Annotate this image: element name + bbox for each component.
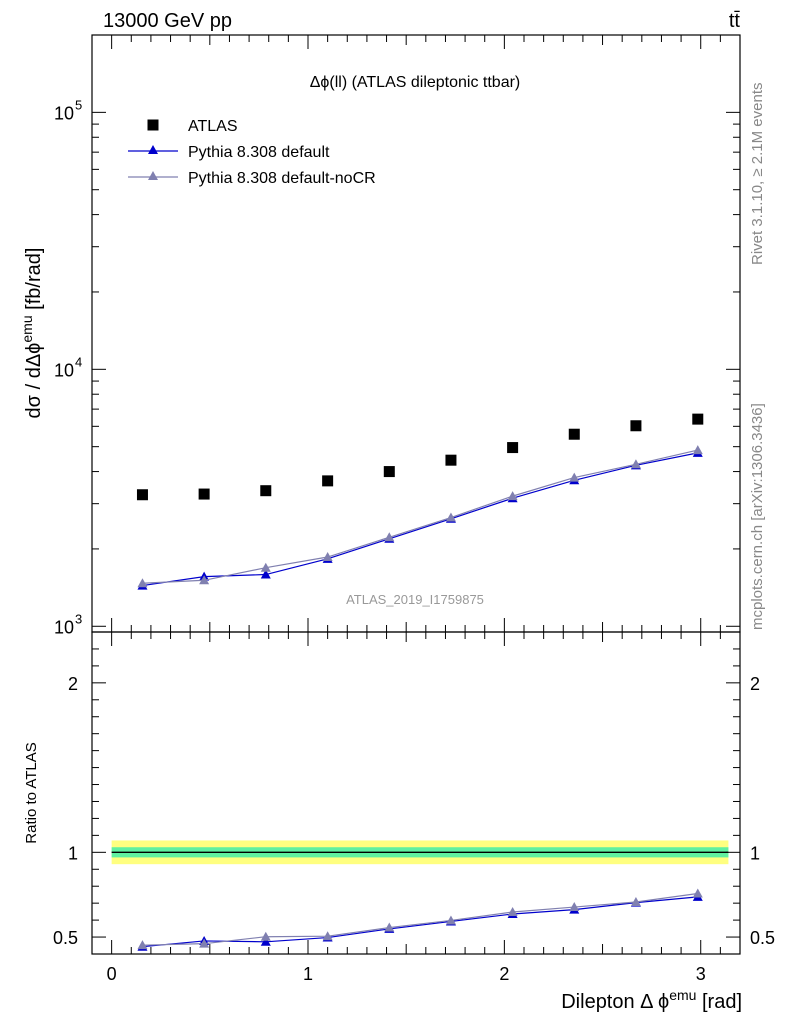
main-chart-title: Δϕ(ll) (ATLAS dileptonic ttbar) xyxy=(310,74,521,91)
main-series-line xyxy=(142,449,698,584)
ratio-series xyxy=(137,888,703,951)
main-y-tick-exponent: 3 xyxy=(75,611,82,626)
ratio-y-tick-label-left: 1 xyxy=(68,843,78,863)
rivet-label: Rivet 3.1.10, ≥ 2.1M events xyxy=(749,83,766,266)
mcplots-label: mcplots.cern.ch [arXiv:1306.3436] xyxy=(749,403,766,630)
x-tick-label: 2 xyxy=(499,964,509,984)
analysis-watermark: ATLAS_2019_I1759875 xyxy=(346,592,484,607)
atlas-data-point xyxy=(568,428,580,440)
ratio-series-line xyxy=(142,896,698,948)
atlas-data-point xyxy=(692,413,704,425)
ratio-data-point xyxy=(507,906,518,916)
ratio-y-tick-label-right: 2 xyxy=(750,674,760,694)
x-axis-label: Dilepton Δ ϕemu [rad] xyxy=(561,987,742,1013)
atlas-data-point xyxy=(445,454,457,466)
main-axis-ticks xyxy=(92,34,741,632)
ratio-series-line xyxy=(142,892,698,946)
ratio-data-point xyxy=(322,931,333,941)
main-y-tick-exponent: 4 xyxy=(75,354,82,369)
x-tick-label: 3 xyxy=(696,964,706,984)
ratio-y-tick-label-left: 0.5 xyxy=(53,928,78,948)
legend-marker xyxy=(147,119,159,131)
x-tick-label: 1 xyxy=(303,964,313,984)
ratio-y-tick-label-right: 0.5 xyxy=(750,928,775,948)
ratio-y-tick-label-left: 2 xyxy=(68,674,78,694)
mc-data-point xyxy=(260,569,271,579)
legend-marker xyxy=(148,145,158,154)
mc-data-point xyxy=(322,552,333,562)
main-y-axis-label: dσ / dΔϕemu [fb/rad] xyxy=(19,248,45,419)
mc-data-point xyxy=(445,512,456,522)
ratio-data-point xyxy=(569,902,580,912)
ratio-data-point xyxy=(630,896,641,906)
ratio-plot-frame xyxy=(91,631,741,955)
legend: ATLAS Pythia 8.308 default Pythia 8.308 de… xyxy=(128,118,376,187)
mc-data-point xyxy=(199,575,210,585)
atlas-data-point xyxy=(260,485,272,497)
legend-marker xyxy=(148,171,158,180)
atlas-data-point xyxy=(136,489,148,501)
mc-data-point xyxy=(507,491,518,501)
mc-data-point xyxy=(630,459,641,469)
main-series xyxy=(136,413,704,590)
mc-data-point xyxy=(569,472,580,482)
mc-data-point xyxy=(384,532,395,542)
mc-data-point xyxy=(692,445,703,455)
ratio-data-point xyxy=(199,938,210,948)
ratio-data-point xyxy=(384,922,395,932)
ratio-data-point xyxy=(260,931,271,941)
ratio-y-axis-label: Ratio to ATLAS xyxy=(23,742,40,843)
ratio-axis-ticks xyxy=(92,632,741,954)
atlas-data-point xyxy=(507,442,519,454)
main-y-tick-label: 10 xyxy=(54,103,74,123)
ratio-data-point xyxy=(445,915,456,925)
mc-data-point xyxy=(260,562,271,572)
x-tick-label: 0 xyxy=(107,964,117,984)
atlas-data-point xyxy=(383,466,395,478)
ratio-tick-labels: 0.5 0.5 1 1 2 2 0 1 2 3 xyxy=(53,674,775,984)
ratio-y-tick-label-right: 1 xyxy=(750,843,760,863)
legend-entry-label: Pythia 8.308 default-noCR xyxy=(188,170,376,187)
ratio-data-point xyxy=(137,940,148,950)
legend-entry-label: Pythia 8.308 default xyxy=(188,144,330,161)
atlas-data-point xyxy=(322,475,334,487)
energy-label: 13000 GeV pp xyxy=(103,10,232,32)
ratio-panel: 0.5 0.5 1 1 2 2 0 1 2 3 Ratio to ATLAS Dilepton Δ… xyxy=(23,631,775,1013)
ratio-data-point xyxy=(260,936,271,946)
ratio-uncertainty-band xyxy=(111,840,729,865)
main-series-line xyxy=(142,452,698,587)
ratio-data-point xyxy=(692,888,703,898)
main-y-tick-label: 10 xyxy=(54,617,74,637)
legend-entry-label: ATLAS xyxy=(188,118,238,135)
main-y-tick-exponent: 5 xyxy=(75,97,82,112)
atlas-data-point xyxy=(630,420,642,432)
mc-data-point xyxy=(137,578,148,588)
process-label: tt̄ xyxy=(729,10,741,32)
atlas-data-point xyxy=(198,488,210,500)
main-y-tick-label: 10 xyxy=(54,360,74,380)
